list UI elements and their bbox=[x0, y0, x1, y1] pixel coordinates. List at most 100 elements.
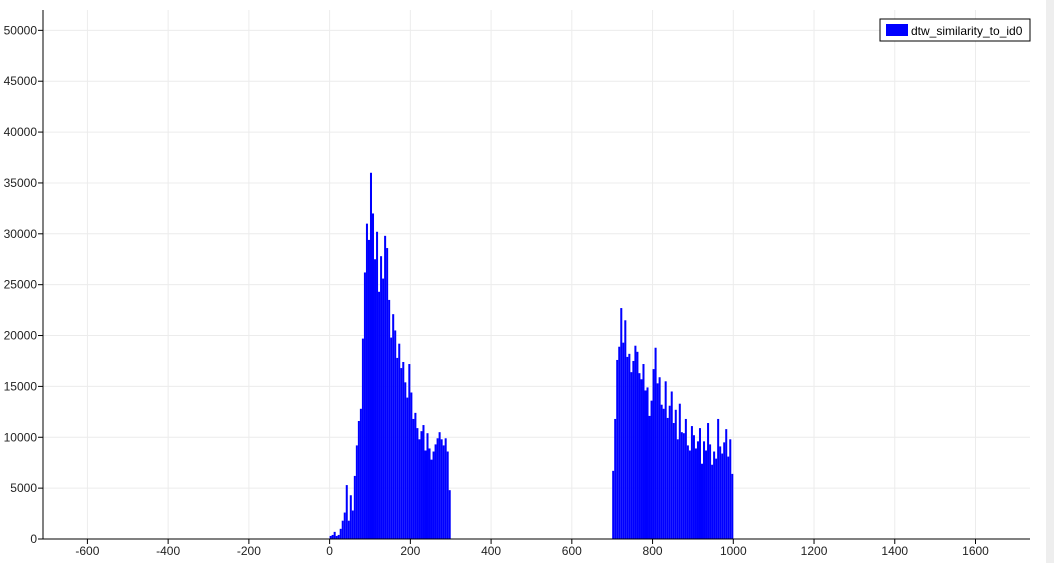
x-tick-label: 800 bbox=[643, 544, 663, 558]
histogram-bar bbox=[382, 278, 385, 539]
histogram-bar bbox=[648, 415, 651, 539]
histogram-bar bbox=[701, 463, 704, 539]
histogram-bar bbox=[404, 382, 407, 539]
histogram-bar bbox=[357, 420, 360, 539]
histogram-bar bbox=[444, 438, 447, 539]
histogram-bar bbox=[438, 432, 441, 539]
histogram-bar bbox=[365, 223, 368, 539]
histogram-bar bbox=[335, 535, 338, 539]
axes bbox=[42, 10, 1030, 540]
histogram-bar bbox=[646, 387, 649, 539]
x-tick-label: 1600 bbox=[962, 544, 989, 558]
histogram-bar bbox=[682, 433, 685, 539]
histogram-bar bbox=[398, 343, 401, 539]
histogram-bar bbox=[705, 450, 708, 539]
histogram-bar bbox=[369, 172, 372, 539]
histogram-bar bbox=[345, 485, 348, 539]
histogram-bar bbox=[416, 428, 419, 539]
x-tick-label: -200 bbox=[237, 544, 261, 558]
histogram-bar bbox=[725, 429, 728, 539]
histogram-bar bbox=[367, 239, 370, 539]
histogram-bar bbox=[396, 357, 399, 539]
histogram-bar bbox=[436, 438, 439, 539]
histogram-bar bbox=[670, 391, 673, 539]
histogram-bar bbox=[337, 534, 340, 539]
y-tick-label: 0 bbox=[30, 532, 37, 546]
histogram-bar bbox=[392, 314, 395, 539]
x-tick-label: 600 bbox=[562, 544, 582, 558]
y-tick-label: 30000 bbox=[4, 227, 38, 241]
histogram-bar bbox=[442, 445, 445, 539]
histogram-bar bbox=[692, 435, 695, 539]
x-tick-label: 200 bbox=[400, 544, 420, 558]
histogram-bar bbox=[622, 342, 625, 539]
legend[interactable]: dtw_similarity_to_id0 bbox=[879, 18, 1031, 42]
bars-series-dtw-similarity bbox=[329, 172, 734, 540]
histogram-bar bbox=[727, 456, 730, 539]
y-tick-label: 25000 bbox=[4, 278, 38, 292]
histogram-bar bbox=[638, 373, 641, 539]
legend-label: dtw_similarity_to_id0 bbox=[911, 24, 1023, 38]
histogram-bar bbox=[656, 383, 659, 539]
histogram-bar bbox=[680, 432, 683, 539]
histogram-bar bbox=[408, 364, 411, 539]
histogram-bar bbox=[347, 520, 350, 539]
histogram-bar bbox=[422, 425, 425, 539]
histogram-bar bbox=[418, 439, 421, 539]
histogram-bar bbox=[343, 512, 346, 539]
histogram-bar bbox=[329, 535, 332, 539]
histogram-bar bbox=[686, 445, 689, 539]
histogram-bar bbox=[644, 390, 647, 539]
legend-swatch bbox=[886, 24, 908, 36]
x-tick-label: 1400 bbox=[881, 544, 908, 558]
y-axis-ticks: 0 5000 10000 15000 20000 25000 30000 35000 40000… bbox=[4, 23, 43, 546]
histogram-bar bbox=[394, 330, 397, 539]
histogram-bar bbox=[650, 400, 653, 539]
histogram-bar bbox=[333, 531, 336, 539]
y-tick-label: 20000 bbox=[4, 329, 38, 343]
histogram-bar bbox=[630, 372, 633, 539]
histogram-bar bbox=[668, 405, 671, 539]
histogram-bar bbox=[717, 418, 720, 539]
histogram-bar bbox=[698, 428, 701, 539]
histogram-bar bbox=[388, 299, 391, 539]
histogram-bar bbox=[384, 235, 387, 540]
histogram-bar bbox=[672, 423, 675, 539]
histogram-bar bbox=[341, 520, 344, 539]
histogram-bar bbox=[652, 369, 655, 539]
histogram-bar bbox=[662, 408, 665, 539]
histogram-bar bbox=[696, 441, 699, 539]
y-tick-label: 50000 bbox=[4, 23, 38, 37]
histogram-bar bbox=[420, 431, 423, 539]
histogram-bar bbox=[624, 320, 627, 539]
histogram-bar bbox=[620, 308, 623, 539]
histogram-bar bbox=[378, 291, 381, 539]
histogram-bar bbox=[414, 412, 417, 539]
histogram-bar bbox=[434, 444, 437, 539]
histogram-bar bbox=[632, 360, 635, 539]
histogram-bar bbox=[372, 213, 375, 539]
histogram-bar bbox=[446, 451, 449, 539]
histogram-bar bbox=[707, 423, 710, 539]
histogram-bar bbox=[628, 353, 631, 539]
y-tick-label: 5000 bbox=[10, 481, 37, 495]
histogram-bar bbox=[634, 345, 637, 539]
histogram-bar bbox=[688, 450, 691, 539]
histogram-bar bbox=[709, 444, 712, 539]
histogram-bar bbox=[636, 351, 639, 539]
legend-box bbox=[879, 18, 1031, 42]
histogram-bar bbox=[440, 439, 443, 539]
x-tick-label: 400 bbox=[481, 544, 501, 558]
histogram-bar bbox=[674, 409, 677, 539]
histogram-bar bbox=[715, 458, 718, 539]
histogram-bar bbox=[642, 364, 645, 539]
histogram-bar bbox=[640, 379, 643, 539]
histogram-bar bbox=[678, 403, 681, 539]
histogram-bar bbox=[331, 534, 334, 539]
histogram-bar bbox=[428, 448, 431, 539]
histogram-bar bbox=[618, 346, 621, 539]
histogram-bar bbox=[658, 377, 661, 539]
histogram-bar bbox=[430, 459, 433, 539]
scrollbar-track[interactable] bbox=[1046, 0, 1054, 563]
